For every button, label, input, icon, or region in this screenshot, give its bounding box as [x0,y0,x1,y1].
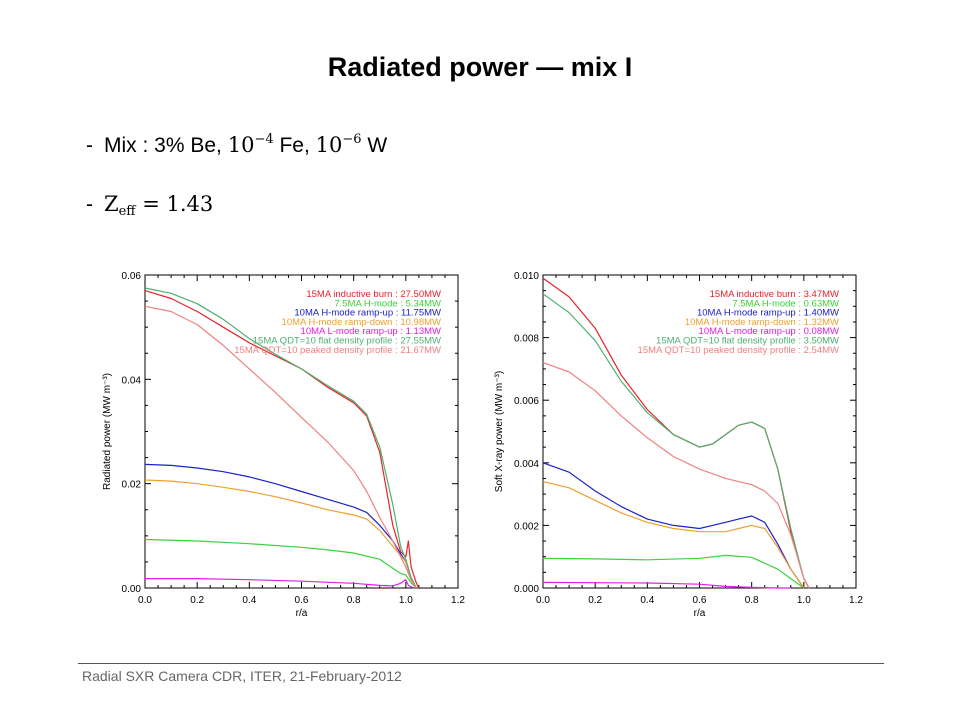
chart2-x-tick-label: 1.0 [797,595,811,606]
chart1-x-tick-label: 1.2 [451,595,465,606]
chart1-y-tick-label: 0.02 [122,480,142,491]
chart1-x-tick-label: 0.0 [138,595,152,606]
chart2-y-tick-label: 0.002 [514,521,539,532]
chart2-y-axis-label: Soft X-ray power (MW m⁻³) [494,371,505,492]
chart1-x-axis-label: r/a [296,608,308,619]
zeff-value: Zeff = 1.43 [104,192,214,219]
chart1-legend-entry: 10MA L-mode ramp-up : 1.13MW [301,326,441,337]
chart1-legend-entry: 15MA inductive burn : 27.50MW [306,289,441,300]
chart1-series-line-7 [144,305,417,589]
chart1-y-tick-label: 0.04 [122,375,142,386]
chart2-legend-entry: 15MA QDT=10 flat density profile : 3.50M… [656,336,839,347]
chart1-legend-entry: 10MA H-mode ramp-down : 10.98MW [282,317,441,328]
chart1-legend-entry: 15MA QDT=10 peaked density profile : 21.… [234,345,441,356]
chart2-y-tick-label: 0.006 [514,396,539,407]
chart2-series-line-4 [542,481,805,589]
chart1-series-line-4 [144,479,417,589]
chart1-x-tick-label: 0.2 [190,595,204,606]
chart2-x-tick-label: 0.0 [536,595,550,606]
chart2-x-axis-label: r/a [694,608,706,619]
chart2-y-tick-label: 0.010 [514,271,539,282]
chart1-legend-entry: 7.5MA H-mode : 5.34MW [334,298,441,309]
chart1-y-tick-label: 0.06 [122,271,142,282]
bullet-dash: - [86,193,93,216]
fe-label: Fe, [273,134,316,157]
footer-text: Radial SXR Camera CDR, ITER, 21-February… [82,668,402,684]
chart2-x-tick-label: 0.6 [693,595,707,606]
chart1-series-line-6 [144,287,417,589]
chart2-legend-entry: 10MA L-mode ramp-up : 0.08MW [699,326,839,337]
chart1-y-axis-label: Radiated power (MW m⁻³) [102,373,113,490]
chart1-series-line-2 [144,538,417,589]
chart1-legend-entry: 15MA QDT=10 flat density profile : 27.55… [253,336,441,347]
chart2-series-line-2 [542,554,805,589]
chart2-y-tick-label: 0.004 [514,459,539,470]
chart1-legend-entry: 10MA H-mode ramp-up : 11.75MW [294,308,441,319]
chart2-y-tick-label: 0.008 [514,334,539,345]
chart2-legend-entry: 10MA H-mode ramp-down : 1.32MW [685,317,839,328]
chart2-y-tick-label: 0.000 [514,584,539,595]
chart1-series-line-5 [145,577,414,589]
chart1-series-line-1 [144,290,420,589]
chart1-x-tick-label: 1.0 [399,595,413,606]
chart1-x-tick-label: 0.4 [242,595,256,606]
bullet-zeff: - Zeff = 1.43 [86,192,213,219]
chart1-y-tick-label: 0.00 [122,584,142,595]
bullet-mix: - Mix : 3% Be, 10−4 Fe, 10−6 W [86,132,387,158]
chart2-legend-entry: 10MA H-mode ramp-up : 1.40MW [697,308,839,319]
chart2-x-tick-label: 0.8 [745,595,759,606]
footer-divider [78,663,884,664]
chart2-x-tick-label: 0.2 [588,595,602,606]
chart2-legend-entry: 7.5MA H-mode : 0.63MW [732,298,839,309]
chart2-x-tick-label: 0.4 [640,595,654,606]
chart2-legend-entry: 15MA inductive burn : 3.47MW [710,289,839,300]
chart2-series-line-3 [542,462,805,589]
chart2-series-line-7 [542,362,810,589]
chart1-series-line-3 [144,463,417,589]
chart2-legend-entry: 15MA QDT=10 peaked density profile : 2.5… [638,345,839,356]
chart2-series-line-5 [542,581,791,589]
w-label: W [361,134,388,157]
w-fraction: 10−6 [315,132,362,157]
bullet-dash: - [86,134,93,157]
chart1-x-tick-label: 0.8 [347,595,361,606]
mix-prefix: Mix : 3% Be, [104,134,228,157]
chart2-x-tick-label: 1.2 [849,595,863,606]
fe-fraction: 10−4 [227,132,274,157]
page-title: Radiated power — mix I [327,52,633,82]
chart2-series-line-6 [542,293,810,589]
chart1-x-tick-label: 0.6 [295,595,309,606]
